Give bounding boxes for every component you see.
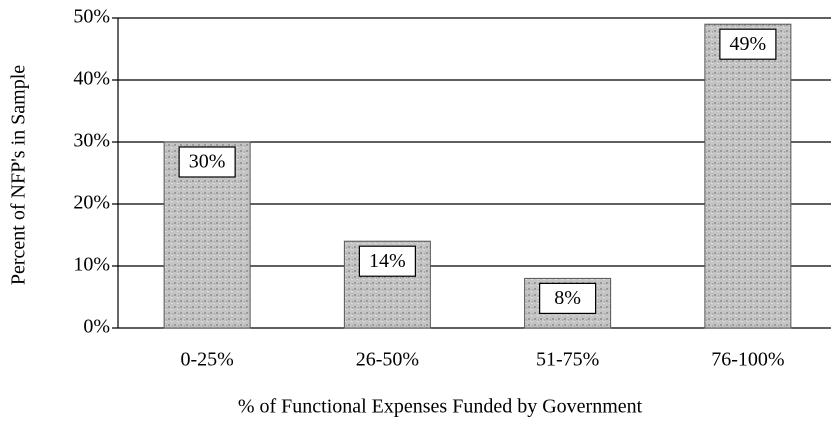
x-tick-label: 26-50% [356,349,419,371]
y-tick-label: 0% [83,316,110,338]
x-tick-label: 0-25% [180,349,233,371]
value-label: 30% [189,151,226,173]
y-tick-label: 40% [73,68,110,90]
value-label: 49% [730,33,767,55]
y-tick-label: 30% [73,130,110,152]
value-label: 14% [369,250,406,272]
bar [704,23,792,329]
value-label-box [178,146,236,178]
y-tick-label: 20% [73,192,110,214]
value-label-box [358,245,416,277]
x-tick-label: 76-100% [711,349,784,371]
x-tick-label: 51-75% [536,349,599,371]
x-axis-label: % of Functional Expenses Funded by Gover… [238,396,643,418]
y-tick-label: 50% [73,6,110,28]
y-tick-label: 10% [73,254,110,276]
y-axis-label: Percent of NFP's in Sample [8,65,30,285]
value-label: 8% [554,287,581,309]
value-label-box [539,282,597,314]
value-label-box [719,28,777,60]
